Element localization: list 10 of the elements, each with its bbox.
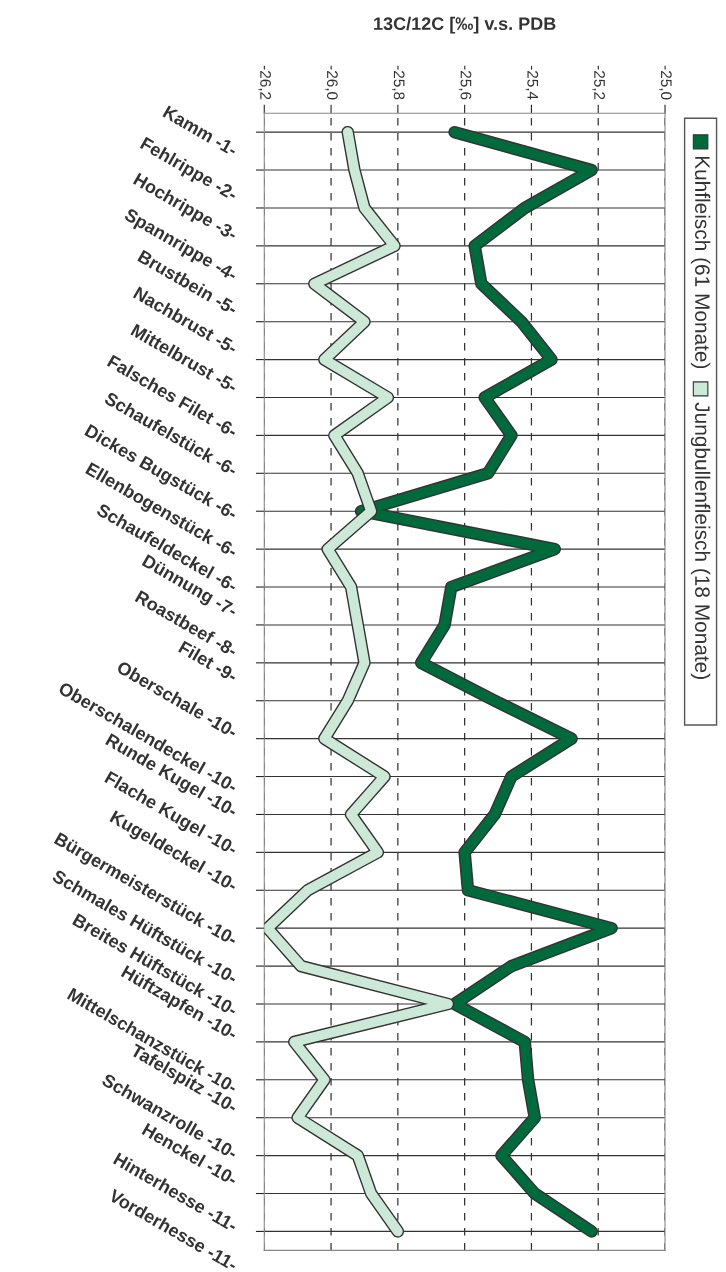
- chart-title: 13C/12C [‰] v.s. PDB: [374, 16, 556, 34]
- x-tick-label: -25,2: [592, 65, 605, 100]
- legend-label: Kuhfleisch (61 Monate): [690, 156, 711, 369]
- x-tick-label: -25,6: [458, 65, 472, 100]
- x-tick-label: -25,0: [659, 65, 672, 100]
- x-tick-label: -26,2: [258, 65, 271, 100]
- x-tick-label: -25,4: [525, 65, 539, 100]
- x-tick-label: -25,8: [391, 65, 405, 100]
- legend-label: Jungbullenfleisch (18 Monate): [690, 402, 711, 679]
- x-tick-label: -26,0: [325, 65, 338, 100]
